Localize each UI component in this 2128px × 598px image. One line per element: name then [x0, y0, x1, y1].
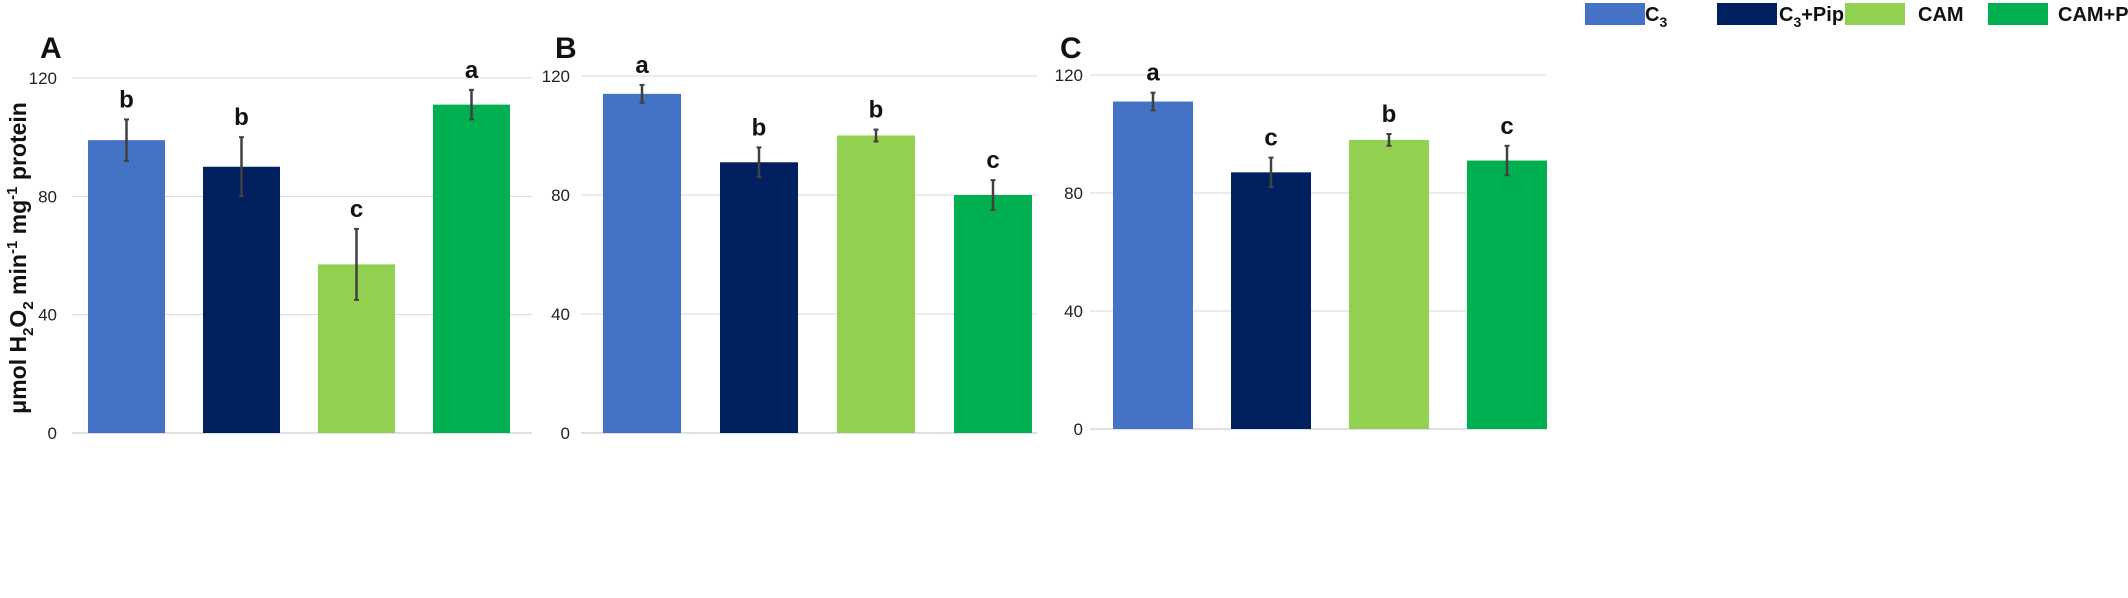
- legend-label: CAM+Pip: [2058, 4, 2128, 26]
- bar-cam-pip: [1467, 160, 1547, 430]
- y-tick-label: 0: [561, 424, 570, 443]
- y-tick-label: 120: [29, 69, 57, 88]
- significance-letter: c: [350, 196, 363, 223]
- bar-c3-pip: [720, 162, 798, 433]
- significance-letter: a: [635, 52, 649, 79]
- y-tick-label: 80: [551, 186, 570, 205]
- y-tick-label: 0: [1074, 420, 1083, 439]
- y-tick-label: 40: [1064, 302, 1083, 321]
- bar-cam-pip: [954, 195, 1032, 433]
- legend-swatch: [1585, 3, 1645, 25]
- legend-label: C3: [1645, 4, 1667, 30]
- y-axis-label: μmol H2O2 min-1 mg-1 protein: [4, 102, 37, 414]
- significance-letter: c: [986, 147, 999, 174]
- legend-swatch: [1988, 3, 2048, 25]
- legend-label: CAM: [1918, 4, 1964, 26]
- y-tick-label: 120: [1055, 66, 1083, 85]
- significance-letter: b: [869, 97, 884, 124]
- significance-letter: b: [119, 86, 134, 113]
- legend-swatch: [1717, 3, 1777, 25]
- panel-label: B: [555, 32, 577, 65]
- significance-letter: b: [234, 104, 249, 131]
- bar-c3: [603, 93, 681, 433]
- legend-item-4: CAM+Pip: [1988, 3, 2128, 26]
- panel-a: A 0 40 80 120 b b c a: [29, 32, 532, 443]
- significance-letter: a: [1146, 60, 1160, 87]
- y-tick-label: 80: [38, 187, 57, 206]
- y-tick-label: 0: [48, 424, 57, 443]
- panel-label: C: [1060, 32, 1082, 65]
- legend-item-1: C3: [1585, 3, 1667, 30]
- significance-letter: a: [465, 57, 479, 84]
- significance-letter: b: [1382, 101, 1397, 128]
- legend: C3 C3+Pip CAM CAM+Pip: [1585, 3, 2128, 30]
- bar-c3: [1113, 101, 1193, 430]
- bar-c3: [88, 140, 165, 433]
- panels: A 0 40 80 120 b b c a B 0 40 80 120 a b b c C 0 40 80 120 a c b c: [29, 32, 1547, 443]
- bar-cam: [1349, 139, 1429, 429]
- significance-letter: b: [752, 114, 767, 141]
- legend-label: C3+Pip: [1779, 4, 1844, 30]
- panel-label: A: [40, 32, 62, 65]
- y-tick-label: 40: [551, 305, 570, 324]
- legend-swatch: [1845, 3, 1905, 25]
- significance-letter: c: [1500, 113, 1513, 140]
- y-tick-label: 120: [542, 67, 570, 86]
- bar-cam-pip: [433, 104, 510, 433]
- significance-letter: c: [1264, 125, 1277, 152]
- bar-c3-pip: [203, 166, 280, 433]
- bar-c3-pip: [1231, 172, 1311, 429]
- y-axis-label-group: μmol H2O2 min-1 mg-1 protein: [4, 102, 37, 414]
- panel-b: B 0 40 80 120 a b b c: [542, 32, 1037, 443]
- bar-cam: [837, 135, 915, 433]
- legend-item-2: C3+Pip: [1717, 3, 1844, 30]
- y-tick-label: 40: [38, 306, 57, 325]
- y-tick-label: 80: [1064, 184, 1083, 203]
- panel-c: C 0 40 80 120 a c b c: [1055, 32, 1547, 439]
- legend-item-3: CAM: [1845, 3, 1964, 26]
